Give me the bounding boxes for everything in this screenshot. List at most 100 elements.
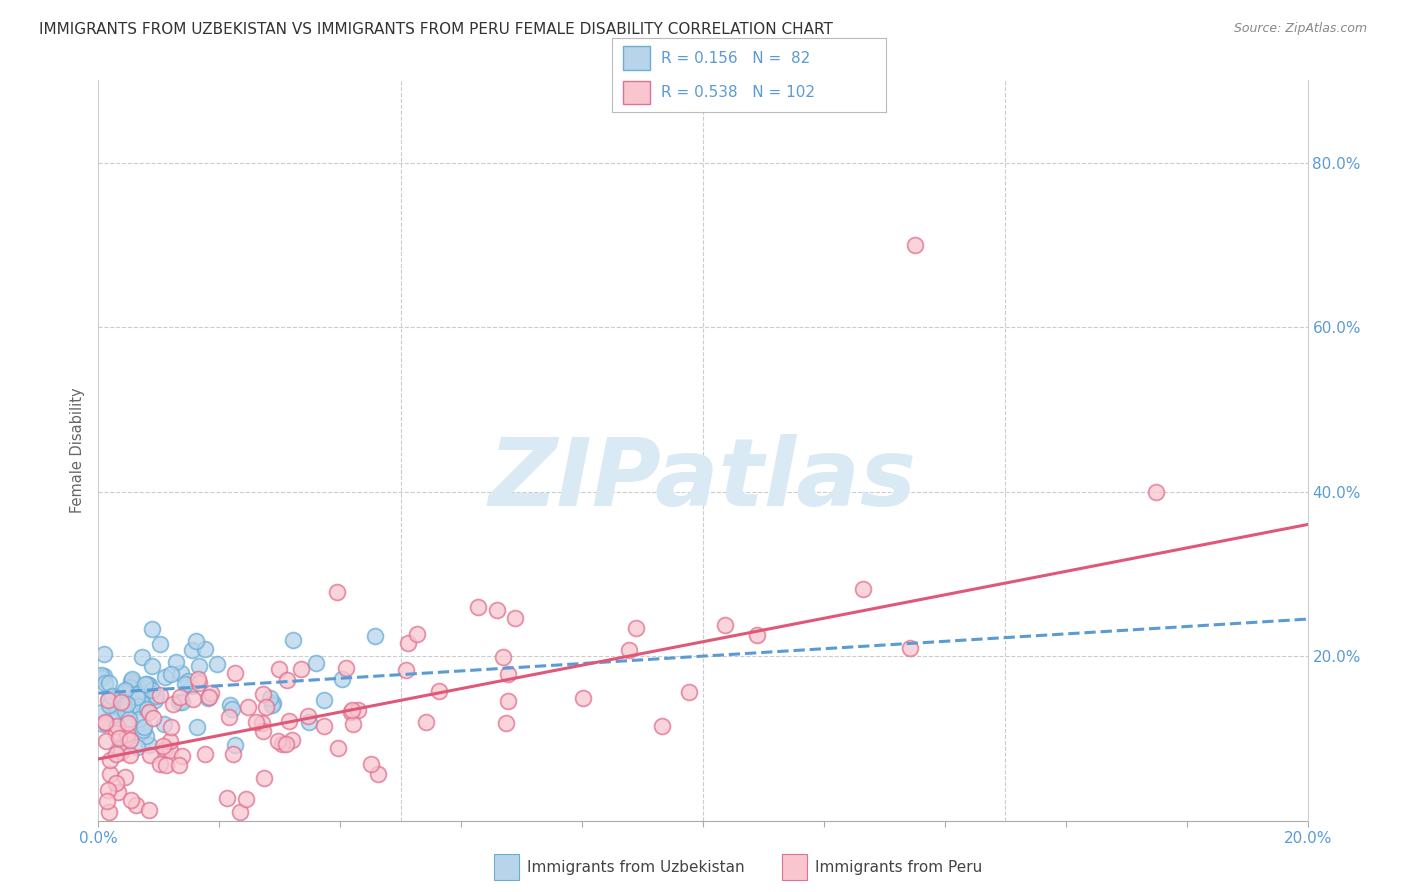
- Point: [91, 706, 114, 720]
- Point: [121, 674, 143, 689]
- Point: [159, 721, 181, 735]
- Text: IMMIGRANTS FROM UZBEKISTAN VS IMMIGRANTS FROM PERU FEMALE DISABILITY CORRELATION: IMMIGRANTS FROM UZBEKISTAN VS IMMIGRANTS…: [39, 22, 834, 37]
- Point: [271, 737, 294, 751]
- Point: [167, 695, 190, 709]
- Point: [115, 727, 138, 741]
- Point: [236, 700, 259, 714]
- Point: [254, 699, 277, 714]
- Point: [222, 747, 245, 762]
- Point: [159, 733, 181, 747]
- Point: [138, 739, 160, 753]
- Point: [187, 672, 209, 686]
- Point: [188, 658, 211, 673]
- Point: [98, 753, 121, 767]
- Point: [173, 676, 195, 690]
- Point: [205, 657, 228, 671]
- Point: [572, 691, 595, 706]
- Point: [198, 690, 221, 704]
- Point: [219, 698, 242, 712]
- Point: [340, 705, 363, 719]
- Point: [118, 747, 141, 762]
- Point: [252, 687, 274, 701]
- Point: [281, 633, 304, 648]
- Point: [115, 731, 138, 745]
- Point: [94, 716, 117, 731]
- Point: [221, 702, 243, 716]
- Point: [138, 678, 160, 692]
- Point: [132, 723, 155, 738]
- Point: [120, 793, 142, 807]
- Point: [360, 757, 382, 772]
- Point: [94, 715, 117, 730]
- Point: [678, 684, 700, 698]
- Point: [167, 757, 190, 772]
- Point: [1144, 484, 1167, 499]
- Point: [290, 662, 312, 676]
- Point: [149, 688, 172, 702]
- Point: [100, 690, 122, 704]
- Point: [252, 724, 274, 739]
- Point: [128, 712, 150, 726]
- Point: [852, 582, 875, 596]
- Text: Source: ZipAtlas.com: Source: ZipAtlas.com: [1233, 22, 1367, 36]
- Point: [262, 698, 284, 713]
- Point: [101, 708, 124, 723]
- Point: [114, 682, 136, 697]
- FancyBboxPatch shape: [623, 46, 650, 70]
- Point: [115, 697, 138, 711]
- Point: [90, 671, 112, 685]
- Point: [152, 717, 174, 731]
- Point: [235, 792, 257, 806]
- Point: [90, 668, 112, 682]
- Point: [276, 673, 298, 688]
- Point: [98, 805, 121, 820]
- Point: [277, 714, 299, 728]
- Point: [107, 742, 129, 756]
- Text: ZIPatlas: ZIPatlas: [489, 434, 917, 526]
- FancyBboxPatch shape: [623, 81, 650, 104]
- Point: [503, 611, 526, 625]
- Point: [145, 689, 167, 703]
- Point: [111, 702, 134, 716]
- Point: [364, 629, 387, 643]
- Point: [107, 690, 129, 704]
- Point: [96, 733, 118, 747]
- Text: Immigrants from Uzbekistan: Immigrants from Uzbekistan: [527, 860, 745, 874]
- Point: [125, 798, 148, 813]
- Text: Immigrants from Peru: Immigrants from Peru: [815, 860, 983, 874]
- Point: [134, 701, 156, 715]
- Point: [155, 758, 177, 772]
- Point: [217, 790, 239, 805]
- Point: [104, 714, 127, 729]
- Point: [104, 698, 127, 712]
- Point: [149, 757, 172, 772]
- Point: [267, 662, 290, 676]
- Text: R = 0.156   N =  82: R = 0.156 N = 82: [661, 51, 810, 66]
- Point: [342, 703, 364, 717]
- Point: [141, 683, 163, 698]
- Point: [406, 627, 429, 641]
- Point: [714, 618, 737, 632]
- Point: [136, 676, 159, 690]
- Point: [121, 672, 143, 686]
- Point: [131, 696, 153, 710]
- Point: [93, 669, 115, 683]
- Point: [114, 684, 136, 698]
- Point: [253, 772, 276, 786]
- Point: [120, 732, 142, 747]
- Point: [396, 636, 419, 650]
- Point: [112, 733, 135, 747]
- Point: [367, 767, 389, 781]
- Point: [138, 747, 160, 762]
- Point: [224, 738, 246, 752]
- Point: [105, 719, 128, 733]
- Point: [152, 739, 174, 753]
- Point: [134, 729, 156, 743]
- Text: R = 0.538   N = 102: R = 0.538 N = 102: [661, 85, 815, 100]
- Point: [395, 663, 418, 677]
- Point: [118, 712, 141, 726]
- Point: [93, 717, 115, 731]
- Point: [297, 708, 319, 723]
- Y-axis label: Female Disability: Female Disability: [70, 388, 86, 513]
- Point: [342, 717, 364, 731]
